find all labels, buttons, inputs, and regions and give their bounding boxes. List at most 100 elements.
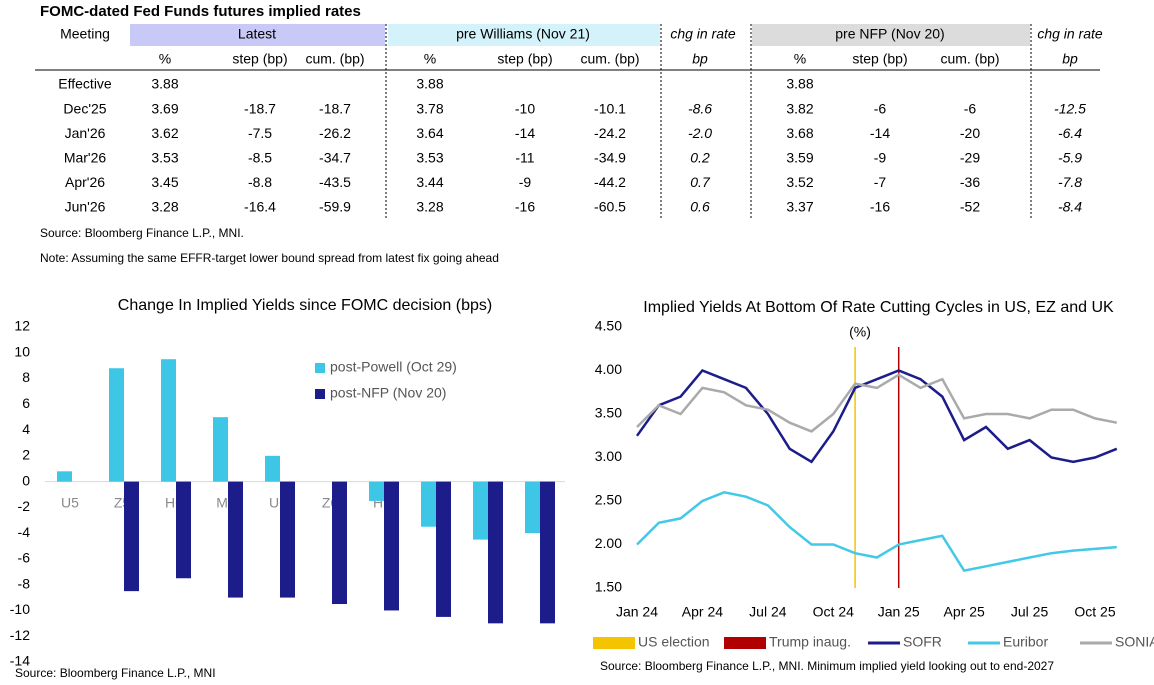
y-tick-label: -12 bbox=[10, 627, 30, 643]
group-header: Meeting bbox=[60, 26, 110, 42]
cell: -12.5 bbox=[1054, 100, 1086, 116]
cell: -18.7 bbox=[244, 100, 276, 116]
cell: -59.9 bbox=[319, 199, 351, 215]
cell: -18.7 bbox=[319, 100, 351, 116]
cell: -9 bbox=[519, 174, 532, 190]
x-tick-label: U5 bbox=[61, 494, 79, 510]
cell: 3.78 bbox=[416, 100, 443, 116]
cell: 3.59 bbox=[786, 150, 813, 166]
latest-band bbox=[130, 24, 385, 46]
column-header: cum. (bp) bbox=[940, 51, 999, 67]
cell: 3.88 bbox=[786, 76, 813, 92]
cell: 3.62 bbox=[151, 125, 178, 141]
bar bbox=[384, 481, 399, 611]
bar bbox=[436, 481, 451, 617]
cell: -7 bbox=[874, 174, 887, 190]
bar bbox=[369, 481, 384, 501]
cell: 3.82 bbox=[786, 100, 813, 116]
cell: 3.37 bbox=[786, 199, 813, 215]
cell: 0.2 bbox=[690, 150, 710, 166]
row-label: Apr'26 bbox=[65, 174, 105, 190]
row-label: Dec'25 bbox=[63, 100, 106, 116]
bar bbox=[265, 455, 280, 482]
legend-label: Trump inaug. bbox=[769, 634, 851, 650]
cell: -24.2 bbox=[594, 125, 626, 141]
group-header: Latest bbox=[238, 26, 276, 42]
cell: 0.7 bbox=[690, 174, 711, 190]
y-tick-label: -10 bbox=[10, 601, 30, 617]
cell: 3.68 bbox=[786, 125, 813, 141]
column-header: step (bp) bbox=[852, 51, 907, 67]
y-tick-label: 1.50 bbox=[595, 579, 622, 595]
cell: 3.45 bbox=[151, 174, 178, 190]
cell: -34.7 bbox=[319, 150, 351, 166]
cell: -8.5 bbox=[248, 150, 272, 166]
cell: -52 bbox=[960, 199, 980, 215]
chart-source: Source: Bloomberg Finance L.P., MNI. Min… bbox=[600, 659, 1054, 673]
cell: -43.5 bbox=[319, 174, 351, 190]
column-header: % bbox=[424, 51, 436, 67]
cell: -16.4 bbox=[244, 199, 276, 215]
cell: 0.6 bbox=[690, 199, 710, 215]
cell: 3.53 bbox=[151, 150, 178, 166]
chart-title: Change In Implied Yields since FOMC deci… bbox=[118, 297, 492, 314]
y-tick-label: 6 bbox=[22, 395, 30, 411]
cell: -14 bbox=[515, 125, 535, 141]
cell: 3.53 bbox=[416, 150, 443, 166]
row-label: Jun'26 bbox=[65, 199, 106, 215]
chart-source: Source: Bloomberg Finance L.P., MNI bbox=[15, 666, 216, 680]
y-tick-label: 12 bbox=[14, 318, 30, 334]
column-header: bp bbox=[692, 51, 708, 67]
cell: -26.2 bbox=[319, 125, 351, 141]
y-tick-label: 4 bbox=[22, 421, 30, 437]
cell: 3.44 bbox=[416, 174, 443, 190]
legend-swatch bbox=[724, 637, 766, 649]
table-title: FOMC-dated Fed Funds futures implied rat… bbox=[40, 3, 361, 20]
y-tick-label: 3.00 bbox=[595, 448, 622, 464]
y-tick-label: -14 bbox=[10, 653, 30, 669]
y-tick-label: 2 bbox=[22, 447, 30, 463]
cell: -16 bbox=[515, 199, 535, 215]
series-line bbox=[636, 491, 1117, 572]
y-tick-label: 10 bbox=[14, 343, 30, 359]
y-tick-label: -8 bbox=[18, 575, 31, 591]
cell: 3.28 bbox=[416, 199, 443, 215]
legend-label: post-Powell (Oct 29) bbox=[330, 359, 457, 375]
cell: 3.88 bbox=[416, 76, 443, 92]
cell: -6 bbox=[874, 100, 887, 116]
x-tick-label: Oct 25 bbox=[1074, 604, 1115, 620]
bar bbox=[540, 481, 555, 624]
y-tick-label: -2 bbox=[18, 498, 31, 514]
series-line bbox=[636, 373, 1118, 433]
cell: 3.69 bbox=[151, 100, 178, 116]
y-tick-label: 8 bbox=[22, 369, 30, 385]
column-header: cum. (bp) bbox=[580, 51, 639, 67]
y-tick-label: 4.50 bbox=[595, 318, 622, 334]
bar bbox=[213, 417, 228, 482]
y-tick-label: -6 bbox=[18, 550, 31, 566]
bar bbox=[525, 481, 540, 534]
group-header: pre NFP (Nov 20) bbox=[835, 26, 944, 42]
williams-band bbox=[388, 24, 660, 46]
x-tick-label: Jul 24 bbox=[749, 604, 787, 620]
legend-label: SONIA bbox=[1115, 634, 1154, 650]
group-header: pre Williams (Nov 21) bbox=[456, 26, 590, 42]
cell: -29 bbox=[960, 150, 980, 166]
bar bbox=[109, 368, 124, 482]
cell: -14 bbox=[870, 125, 890, 141]
cell: 3.28 bbox=[151, 199, 178, 215]
chart-title: Implied Yields At Bottom Of Rate Cutting… bbox=[643, 299, 1114, 316]
legend-swatch bbox=[593, 637, 635, 649]
row-label: Effective bbox=[58, 76, 112, 92]
cell: -6 bbox=[964, 100, 977, 116]
cell: -20 bbox=[960, 125, 980, 141]
nfp-band bbox=[752, 24, 1030, 46]
table-source: Source: Bloomberg Finance L.P., MNI. bbox=[40, 226, 244, 240]
bar bbox=[473, 481, 488, 540]
x-tick-label: Apr 24 bbox=[682, 604, 723, 620]
legend-label: post-NFP (Nov 20) bbox=[330, 385, 446, 401]
cell: -8.4 bbox=[1058, 199, 1082, 215]
y-tick-label: 2.50 bbox=[595, 492, 622, 508]
cell: -34.9 bbox=[594, 150, 626, 166]
